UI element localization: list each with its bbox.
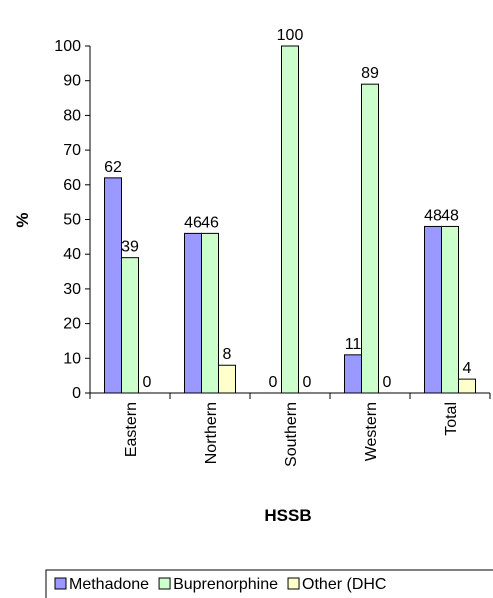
y-tick-label: 90 <box>63 73 81 90</box>
x-tick-label-total: Total <box>443 402 460 436</box>
data-label: 46 <box>201 214 219 231</box>
y-tick-label: 30 <box>63 281 81 298</box>
data-label: 39 <box>121 239 139 256</box>
legend-label: Other (DHC <box>302 576 386 593</box>
x-ticks: Eastern Northern Southern Western Total <box>89 393 491 467</box>
data-label: 8 <box>223 346 232 363</box>
bar-buprenorphine-total <box>441 225 459 394</box>
data-label: 48 <box>441 207 459 224</box>
legend-box <box>45 569 493 598</box>
x-tick-label-northern: Northern <box>203 402 220 464</box>
bar-other-dhc-total <box>458 378 476 394</box>
bar-buprenorphine-southern <box>281 45 299 394</box>
data-label: 4 <box>463 360 472 377</box>
data-label: 11 <box>345 336 362 353</box>
bar-methadone-eastern <box>104 177 122 394</box>
bar-other-dhc-northern <box>218 364 236 394</box>
data-label: 48 <box>424 207 442 224</box>
chart-marks: 62 46 0 11 48 39 46 100 89 48 0 8 0 0 4 <box>104 27 476 394</box>
y-tick-label: 50 <box>63 212 81 229</box>
x-tick-label-eastern: Eastern <box>123 402 140 457</box>
bar-buprenorphine-eastern <box>121 257 139 394</box>
legend-swatch-buprenorphine <box>158 577 171 590</box>
data-label: 62 <box>104 159 122 176</box>
y-tick-label: 40 <box>63 246 81 263</box>
data-label: 0 <box>269 374 278 391</box>
y-tick-label: 80 <box>63 107 81 124</box>
data-label: 100 <box>277 27 304 44</box>
bar-methadone-total <box>424 225 442 394</box>
x-tick-label-southern: Southern <box>283 402 300 467</box>
y-tick-label: 100 <box>54 38 81 55</box>
legend-label: Methadone <box>69 576 149 593</box>
y-ticks: 0 10 20 30 40 50 60 70 80 90 100 <box>54 38 90 402</box>
legend-label: Buprenorphine <box>173 576 278 593</box>
legend-swatch-other-dhc <box>287 577 300 590</box>
bar-methadone-western <box>344 354 362 394</box>
data-label: 89 <box>361 65 379 82</box>
y-tick-label: 70 <box>63 142 81 159</box>
legend: Methadone Buprenorphine Other (DHC <box>45 569 493 598</box>
data-label: 0 <box>143 374 152 391</box>
data-label: 46 <box>184 214 202 231</box>
y-tick-label: 60 <box>63 177 81 194</box>
x-axis-title: HSSB <box>264 506 311 525</box>
x-tick-label-western: Western <box>363 402 380 461</box>
data-label: 0 <box>383 374 392 391</box>
legend-swatch-methadone <box>54 577 67 590</box>
y-tick-label: 20 <box>63 316 81 333</box>
bar-buprenorphine-northern <box>201 232 219 394</box>
bar-buprenorphine-western <box>361 83 379 394</box>
data-label: 0 <box>303 374 312 391</box>
y-axis-title: % <box>13 212 32 227</box>
y-tick-label: 10 <box>63 350 81 367</box>
bar-methadone-northern <box>184 232 202 394</box>
y-tick-label: 0 <box>72 385 81 402</box>
